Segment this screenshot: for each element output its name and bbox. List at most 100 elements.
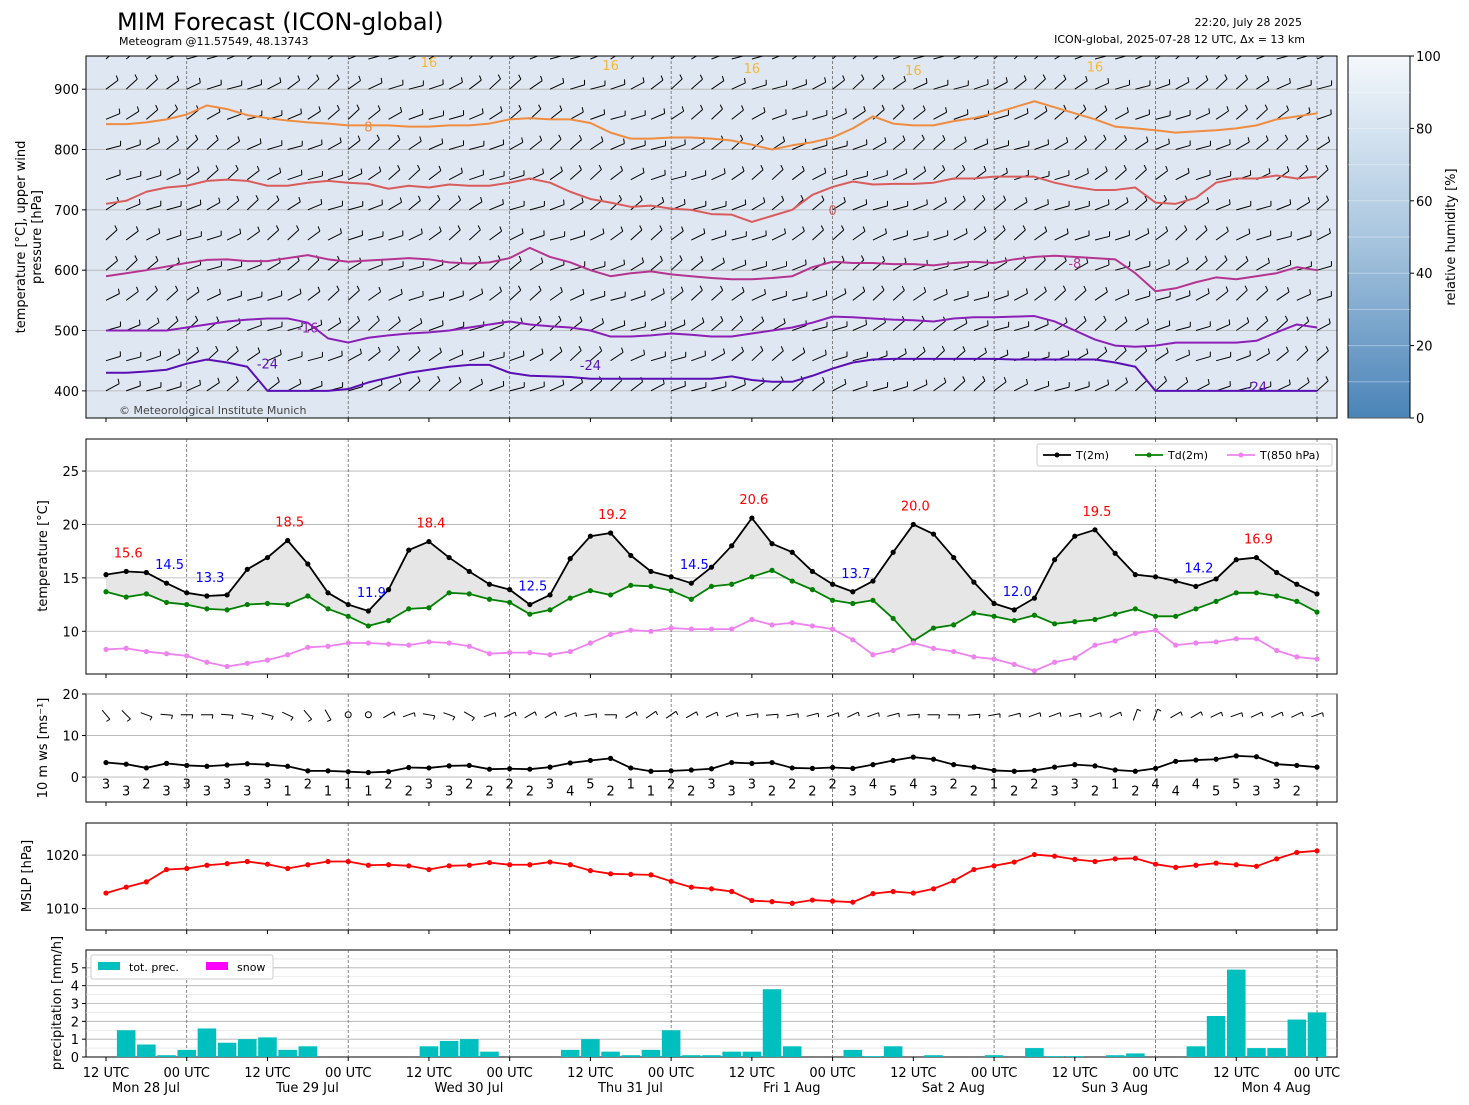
wind-barb-feather: [1306, 316, 1310, 322]
gust-label: 4: [1192, 777, 1200, 792]
wind-barb-feather: [801, 165, 805, 171]
surface-wind-feather: [938, 714, 941, 719]
wind-barb-staff: [1175, 172, 1190, 181]
temperature-tick-label: 10: [62, 625, 79, 640]
series-point-2: [951, 648, 957, 655]
wind-barb-feather: [558, 315, 562, 321]
wind-barb-staff: [670, 290, 684, 301]
series-point-1: [1193, 606, 1199, 612]
wind-barb-feather: [1066, 228, 1069, 234]
wind-barb-feather: [197, 166, 200, 172]
wind-barb-feather: [1063, 74, 1067, 80]
surface-wind-feather: [106, 718, 111, 722]
surface-wind-feather: [1100, 712, 1102, 717]
wind-barb-feather: [620, 165, 624, 171]
wind-speed-point: [123, 761, 129, 767]
wind-barb-feather: [1244, 285, 1248, 291]
series-point-1: [1294, 598, 1300, 604]
wind-speed-point: [1031, 767, 1038, 774]
gust-label: 4: [869, 777, 877, 792]
wind-barb-staff: [549, 204, 565, 211]
precip-bar: [742, 1051, 762, 1057]
series-point-2: [507, 650, 513, 656]
wind-barb-staff: [166, 320, 179, 331]
wind-barb-staff: [327, 232, 342, 241]
wind-barb-staff: [1256, 352, 1270, 362]
series-point-2: [547, 652, 553, 658]
wind-barb-staff: [913, 170, 926, 181]
wind-speed-point: [365, 769, 371, 776]
wind-barb-staff: [327, 355, 343, 362]
wind-barb-staff: [206, 56, 220, 60]
wind-barb-feather: [1104, 105, 1108, 111]
legend-swatch-point: [1054, 452, 1060, 458]
wind-barb-staff: [973, 380, 986, 392]
wind-barb-feather: [155, 255, 159, 261]
wind-barb-feather: [1103, 315, 1107, 321]
wind-barb-staff: [812, 81, 826, 90]
isotherm-8: [106, 100, 1318, 151]
surface-wind-barb: [121, 710, 131, 720]
max-temp-label: 18.5: [275, 515, 304, 530]
wind-barb-feather: [601, 318, 604, 324]
wind-barb-staff: [590, 233, 605, 241]
wind-barb-feather: [1168, 138, 1170, 144]
series-point-1: [385, 617, 392, 624]
wind-barb-staff: [792, 296, 807, 301]
series-point-1: [607, 592, 614, 598]
wind-barb-feather: [1287, 287, 1290, 293]
wind-barb-feather: [458, 376, 462, 382]
series-point-2: [587, 640, 594, 646]
series-point-0: [123, 568, 129, 575]
wind-barb-feather: [763, 197, 766, 203]
wind-barb-staff: [650, 56, 655, 60]
wind-barb-feather: [780, 376, 784, 382]
wind-barb-feather: [1168, 259, 1170, 265]
wind-barb-staff: [590, 380, 602, 392]
wind-barb-staff: [1054, 289, 1066, 301]
wind-barb-staff: [1155, 325, 1170, 331]
wind-barb-feather: [419, 136, 422, 142]
wind-barb-staff: [1135, 322, 1149, 331]
gust-label: 2: [526, 784, 534, 799]
series-point-1: [547, 607, 553, 613]
wind-barb-feather: [824, 77, 827, 83]
isotherm-label: -8: [1068, 257, 1081, 272]
wind-barb-staff: [872, 205, 888, 211]
series-point-2: [567, 648, 573, 655]
wind-barb-feather: [901, 104, 905, 110]
wind-barb-staff: [428, 83, 444, 90]
wind-barb-feather: [215, 165, 219, 171]
wind-barb-staff: [1074, 205, 1090, 211]
gust-label: 4: [1151, 777, 1159, 792]
wind-ylabel: 10 m ws [ms⁻¹]: [36, 698, 51, 799]
surface-wind-barb: [1250, 711, 1263, 718]
wind-barb-staff: [1215, 175, 1231, 181]
wind-barb-feather: [562, 77, 565, 83]
wind-barb-staff: [751, 234, 767, 241]
surface-wind-barb: [1190, 711, 1202, 719]
wind-barb-staff: [1094, 203, 1110, 211]
wind-barb-staff: [893, 205, 908, 211]
mslp-point: [971, 866, 977, 873]
isotherm-label: 16: [905, 64, 922, 79]
wind-barb-feather: [1204, 225, 1208, 231]
wind-barb-staff: [1135, 232, 1149, 241]
wind-barb-feather: [582, 288, 585, 295]
wind-barb-feather: [1286, 166, 1290, 172]
wind-barb-staff: [913, 82, 928, 90]
wind-barb-feather: [578, 134, 582, 140]
series-point-1: [486, 596, 493, 602]
wind-barb-feather: [741, 105, 744, 111]
wind-barb-staff: [751, 111, 766, 120]
wind-barb-staff: [549, 384, 564, 392]
precip-grid: [86, 950, 1337, 1057]
wind-barb-feather: [700, 255, 704, 261]
wind-barb-feather: [941, 345, 945, 351]
wind-barb-staff: [711, 386, 727, 392]
wind-barb-staff: [832, 229, 845, 241]
wind-barb-feather: [1185, 377, 1189, 383]
wind-barb-staff: [267, 144, 283, 150]
wind-barb-feather: [983, 226, 987, 232]
wind-barb-feather: [641, 257, 645, 263]
